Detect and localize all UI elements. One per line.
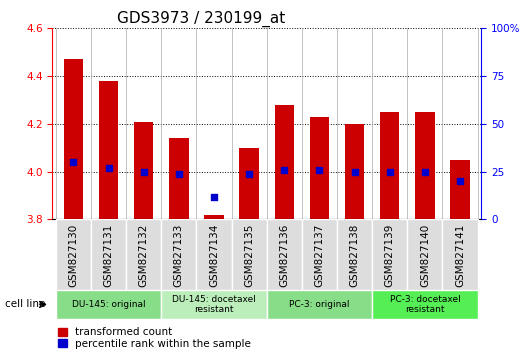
Text: GSM827137: GSM827137 — [314, 223, 324, 287]
Point — [350, 169, 359, 175]
Point — [140, 169, 148, 175]
FancyBboxPatch shape — [267, 219, 302, 290]
Bar — [310, 117, 329, 219]
Bar — [204, 215, 224, 219]
Text: GSM827134: GSM827134 — [209, 223, 219, 287]
Text: GSM827140: GSM827140 — [420, 223, 430, 286]
FancyBboxPatch shape — [267, 290, 372, 319]
Text: DU-145: original: DU-145: original — [72, 300, 145, 309]
Bar — [134, 121, 153, 219]
Text: GSM827132: GSM827132 — [139, 223, 149, 287]
Bar — [169, 138, 188, 219]
Point — [385, 169, 394, 175]
Bar — [240, 148, 259, 219]
Text: GDS3973 / 230199_at: GDS3973 / 230199_at — [117, 11, 285, 27]
Point — [280, 167, 289, 173]
Bar — [415, 112, 435, 219]
FancyBboxPatch shape — [337, 219, 372, 290]
FancyBboxPatch shape — [302, 219, 337, 290]
Text: GSM827141: GSM827141 — [455, 223, 465, 287]
Bar — [345, 124, 365, 219]
Text: PC-3: original: PC-3: original — [289, 300, 350, 309]
Text: GSM827133: GSM827133 — [174, 223, 184, 287]
Bar — [275, 105, 294, 219]
Text: PC-3: docetaxel
resistant: PC-3: docetaxel resistant — [390, 295, 460, 314]
FancyBboxPatch shape — [442, 219, 477, 290]
Point — [245, 171, 253, 176]
Text: GSM827136: GSM827136 — [279, 223, 289, 287]
FancyBboxPatch shape — [407, 219, 442, 290]
Bar — [380, 112, 400, 219]
Text: GSM827139: GSM827139 — [385, 223, 395, 287]
Text: GSM827130: GSM827130 — [69, 223, 78, 286]
FancyBboxPatch shape — [372, 290, 477, 319]
Bar — [64, 59, 83, 219]
Text: cell line: cell line — [5, 299, 46, 309]
FancyBboxPatch shape — [197, 219, 232, 290]
Bar — [99, 81, 118, 219]
Point — [69, 159, 77, 165]
FancyBboxPatch shape — [372, 219, 407, 290]
Point — [420, 169, 429, 175]
FancyBboxPatch shape — [161, 219, 197, 290]
FancyBboxPatch shape — [232, 219, 267, 290]
FancyBboxPatch shape — [56, 290, 161, 319]
FancyBboxPatch shape — [56, 219, 91, 290]
Point — [210, 194, 218, 199]
Text: GSM827131: GSM827131 — [104, 223, 113, 287]
Point — [175, 171, 183, 176]
Point — [456, 178, 464, 184]
Legend: transformed count, percentile rank within the sample: transformed count, percentile rank withi… — [58, 327, 251, 349]
FancyBboxPatch shape — [91, 219, 126, 290]
Bar — [450, 160, 470, 219]
Text: DU-145: docetaxel
resistant: DU-145: docetaxel resistant — [172, 295, 256, 314]
Text: GSM827135: GSM827135 — [244, 223, 254, 287]
Point — [105, 165, 113, 171]
Point — [315, 167, 324, 173]
Text: GSM827138: GSM827138 — [349, 223, 360, 287]
FancyBboxPatch shape — [161, 290, 267, 319]
FancyBboxPatch shape — [126, 219, 161, 290]
